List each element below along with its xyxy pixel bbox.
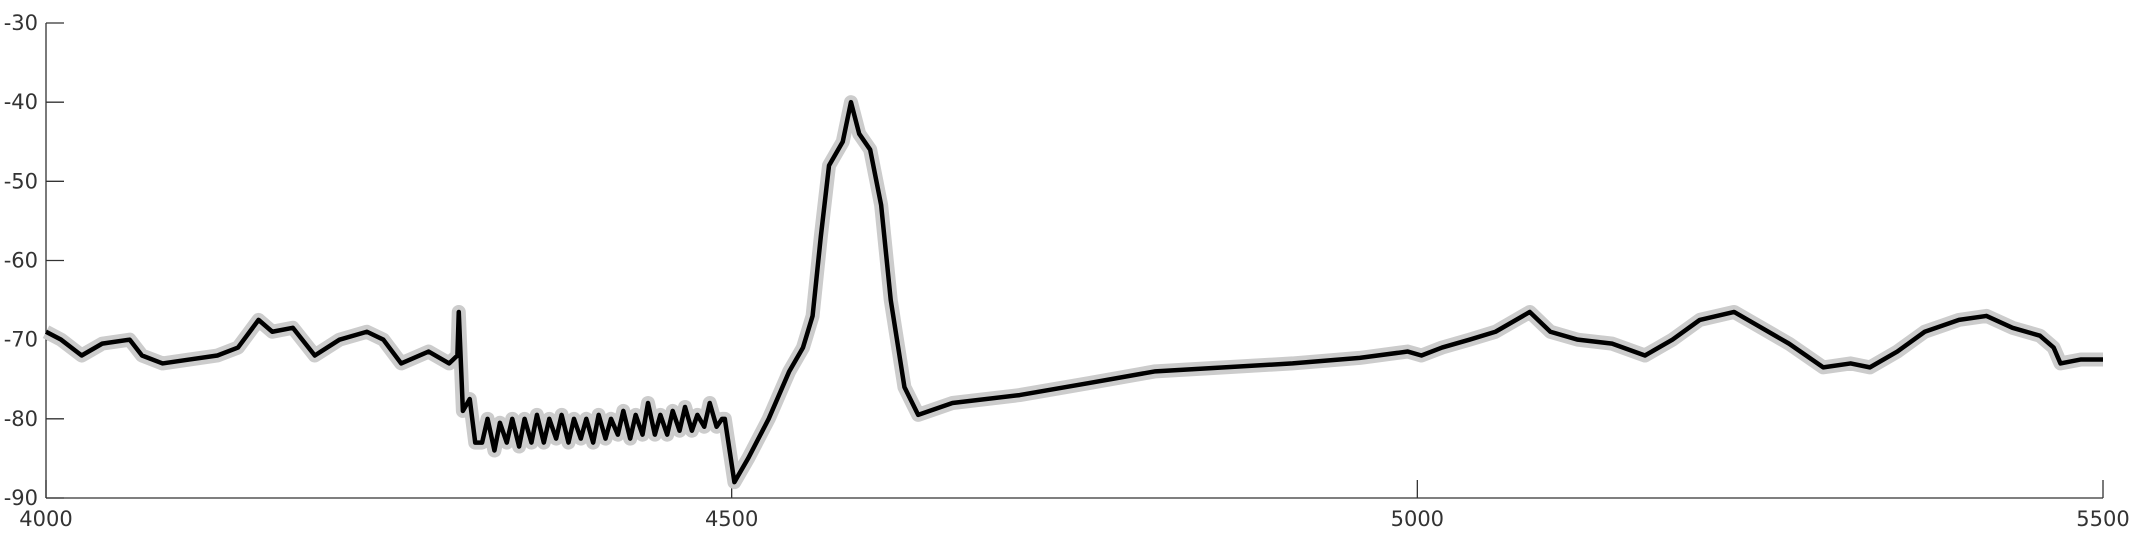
x-tick-label: 4500 — [705, 507, 758, 531]
y-tick-label: -70 — [4, 328, 38, 352]
line — [44, 99, 2103, 485]
y-tick-label: -90 — [4, 486, 38, 510]
noise-band — [42, 95, 2103, 490]
y-tick-label: -30 — [4, 11, 38, 35]
y-tick-label: -80 — [4, 407, 38, 431]
y-tick-label: -40 — [4, 90, 38, 114]
x-tick-label: 4000 — [19, 507, 72, 531]
y-tick-label: -50 — [4, 169, 38, 193]
y-tick-label: -60 — [4, 249, 38, 273]
x-tick-label: 5500 — [2076, 507, 2129, 531]
x-tick-label: 5000 — [1391, 507, 1444, 531]
